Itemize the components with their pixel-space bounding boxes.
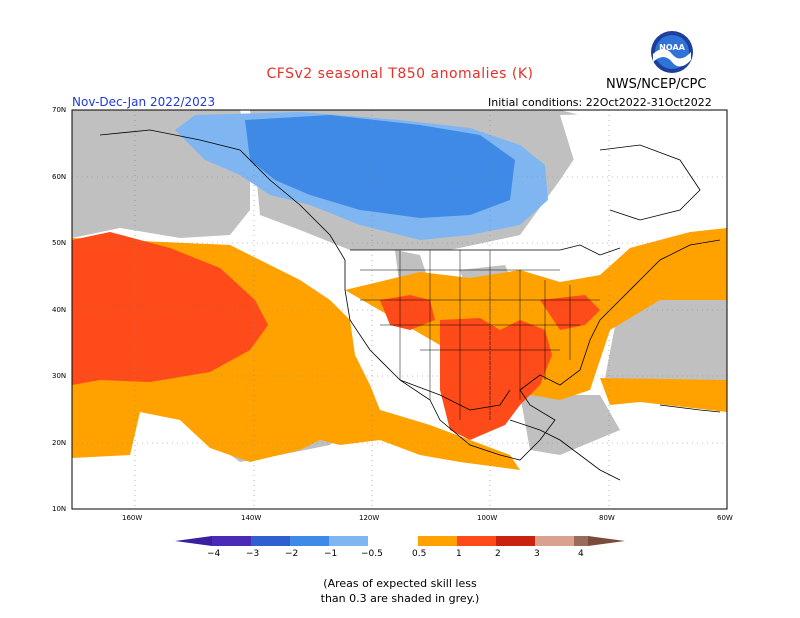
noaa-logo: NOAA xyxy=(651,31,693,73)
logo-text: NOAA xyxy=(659,43,685,52)
lon-label: 140W xyxy=(241,514,262,522)
skill-footnote: (Areas of expected skill less than 0.3 a… xyxy=(0,576,800,606)
colorbar-label: −3 xyxy=(246,549,260,559)
colorbar-label: 1 xyxy=(456,549,462,559)
colorbar-label: 0.5 xyxy=(412,549,427,559)
colorbar-label: −2 xyxy=(285,549,299,559)
initial-conditions-label: Initial conditions: 22Oct2022-31Oct2022 xyxy=(488,96,712,109)
chart-title: CFSv2 seasonal T850 anomalies (K) xyxy=(266,66,534,82)
footnote-line-2: than 0.3 are shaded in grey.) xyxy=(320,592,480,605)
colorbar-label: 2 xyxy=(495,549,501,559)
lon-label: 80W xyxy=(599,514,615,522)
lat-label: 70N xyxy=(52,106,67,114)
colorbar xyxy=(175,536,625,546)
lon-label: 60W xyxy=(717,514,733,522)
colorbar-label: 3 xyxy=(534,549,540,559)
lat-label: 60N xyxy=(52,173,67,181)
cold-anomaly-blue xyxy=(245,115,515,218)
warm-anomaly-red xyxy=(72,232,600,440)
colorbar-label: −4 xyxy=(207,549,221,559)
lon-label: 100W xyxy=(477,514,498,522)
lat-label: 40N xyxy=(52,306,67,314)
season-label: Nov-Dec-Jan 2022/2023 xyxy=(72,95,216,109)
colorbar-label: −0.5 xyxy=(361,549,383,559)
lat-label: 50N xyxy=(52,239,67,247)
footnote-line-1: (Areas of expected skill less xyxy=(323,577,477,590)
colorbar-label: 4 xyxy=(578,549,584,559)
lat-label: 30N xyxy=(52,372,67,380)
colorbar-label: −1 xyxy=(324,549,338,559)
lon-label: 160W xyxy=(122,514,143,522)
agency-label: NWS/NCEP/CPC xyxy=(606,77,707,92)
graticule xyxy=(72,110,727,509)
lat-label: 10N xyxy=(52,505,67,513)
lon-label: 120W xyxy=(359,514,380,522)
coastlines xyxy=(99,129,721,481)
lat-label: 20N xyxy=(52,439,67,447)
